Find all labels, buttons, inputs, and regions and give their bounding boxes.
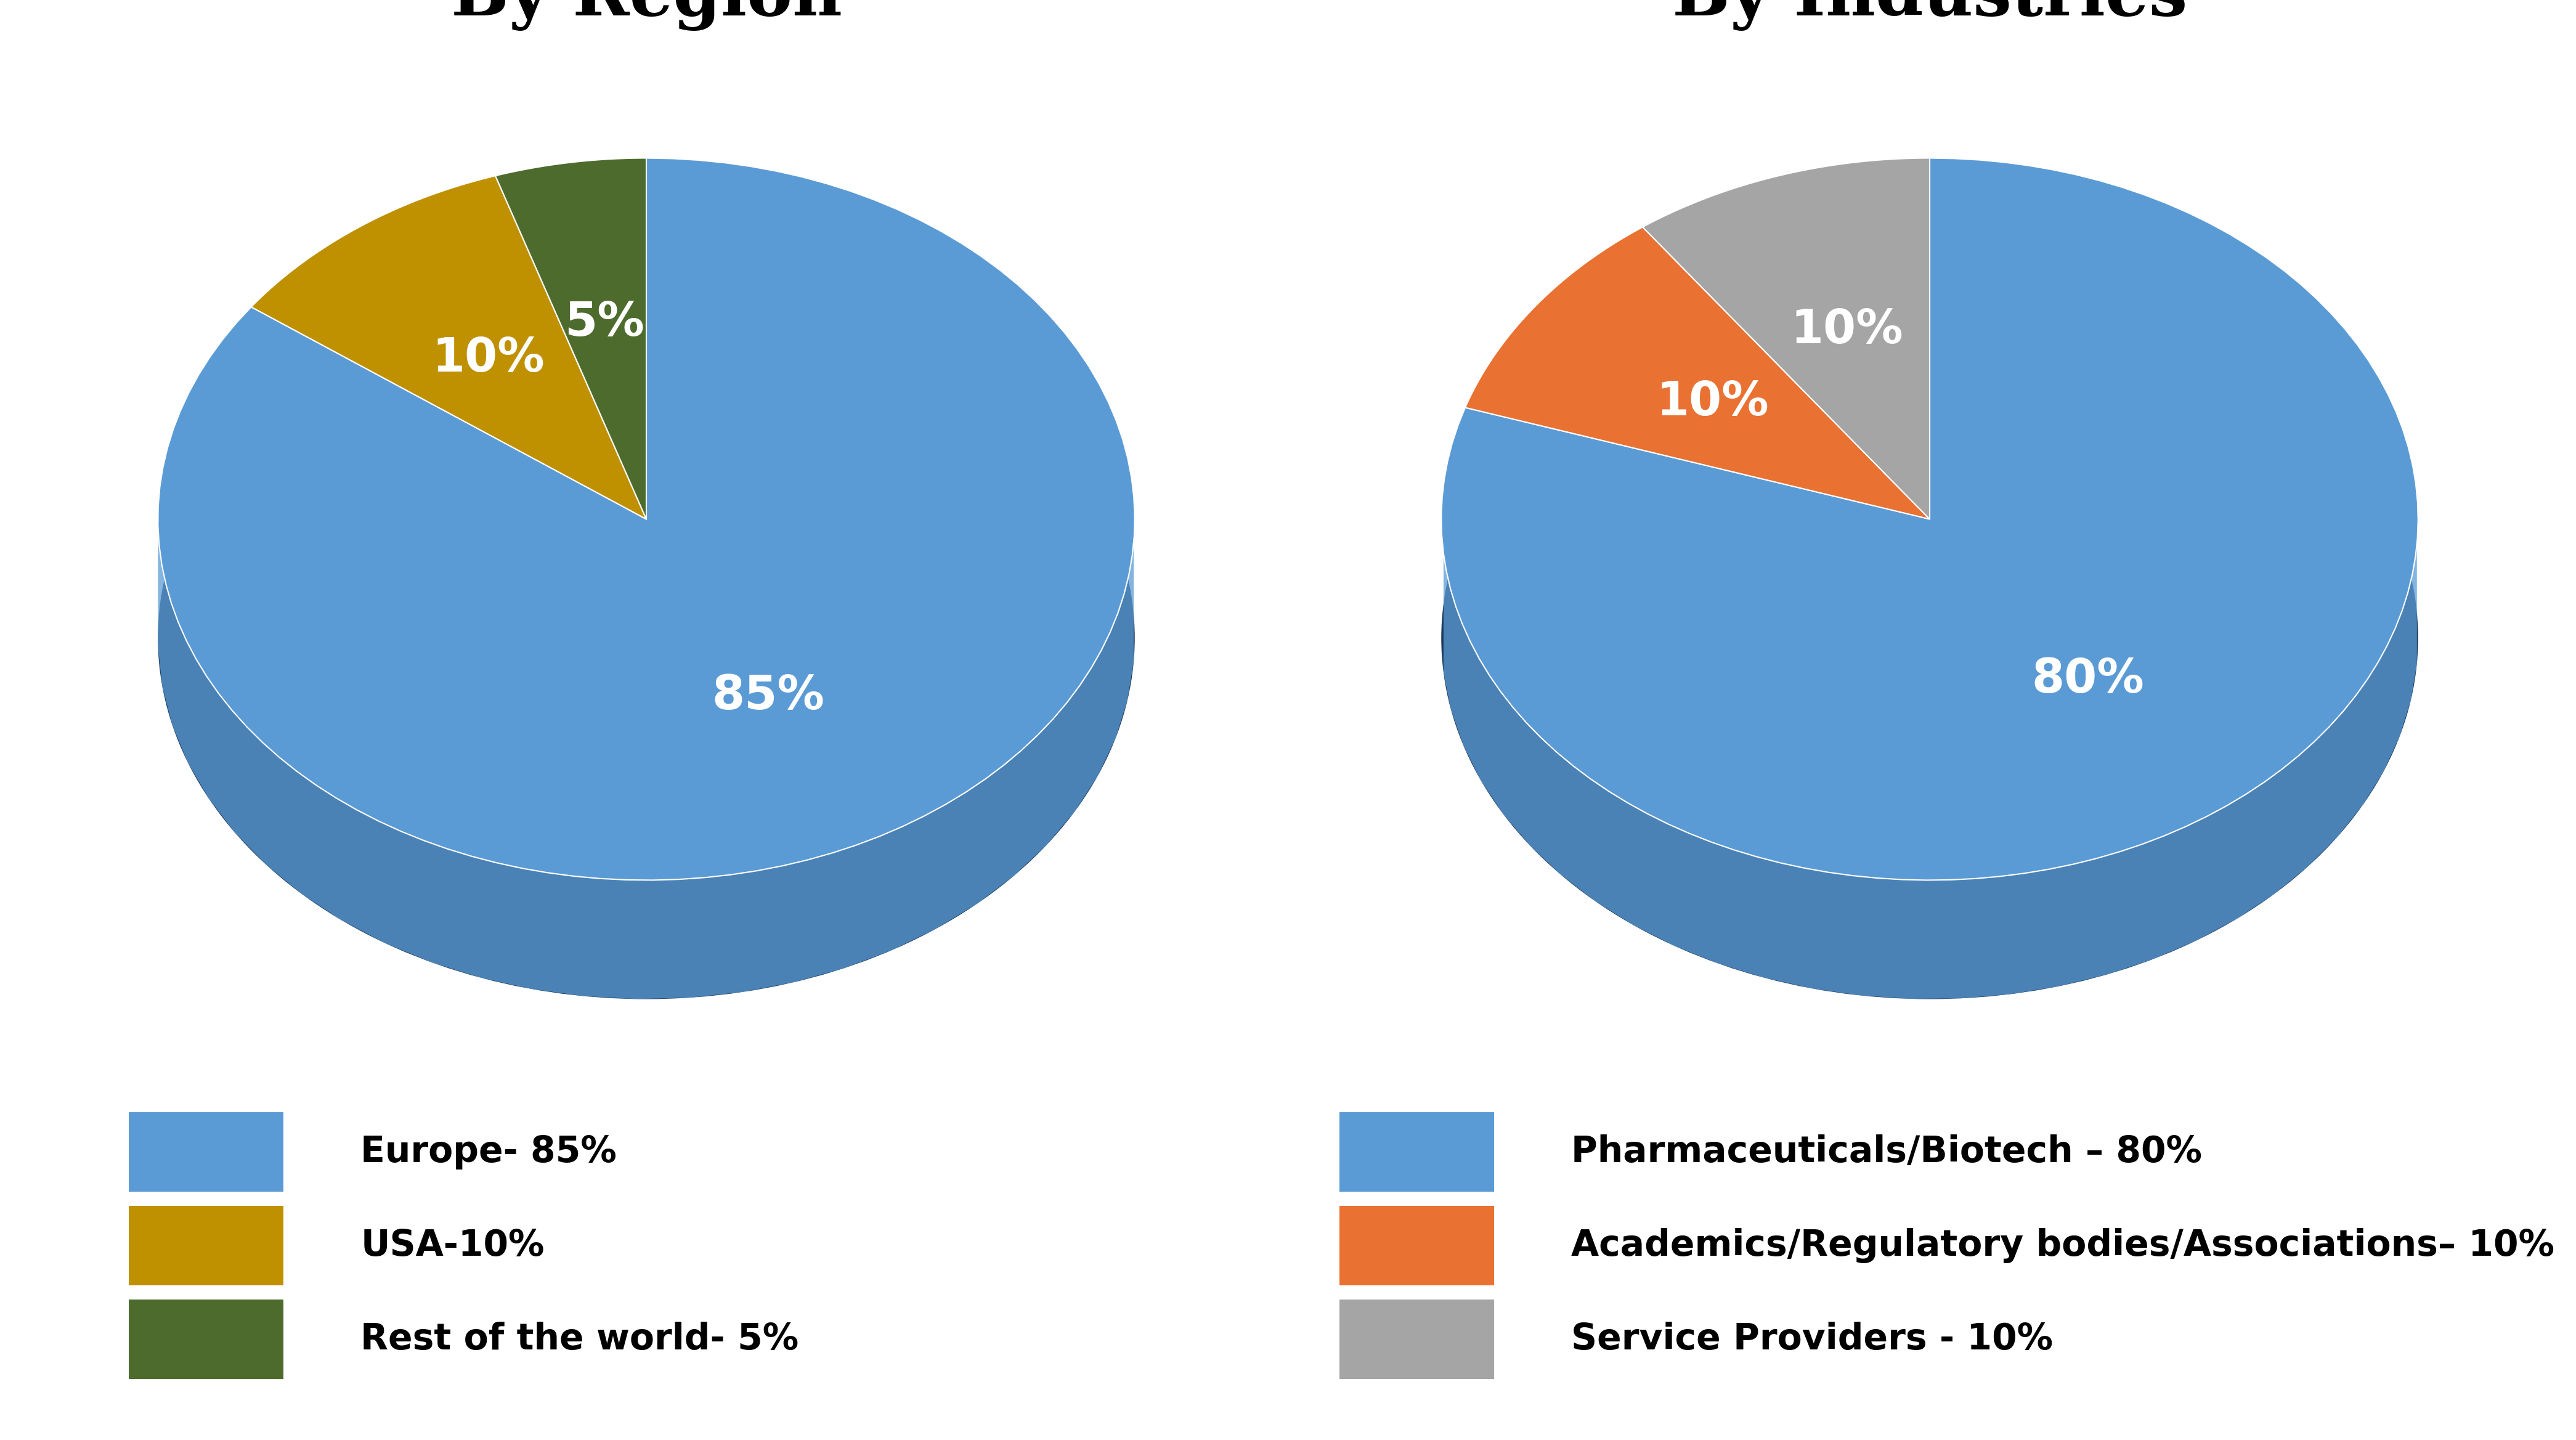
Text: Europe- 85%: Europe- 85% xyxy=(361,1135,616,1169)
Polygon shape xyxy=(252,176,647,520)
Text: 10%: 10% xyxy=(1656,380,1770,425)
Polygon shape xyxy=(157,158,1133,880)
Polygon shape xyxy=(1466,228,1929,520)
Polygon shape xyxy=(1443,544,2416,999)
Text: Service Providers - 10%: Service Providers - 10% xyxy=(1571,1322,2053,1356)
Text: 5%: 5% xyxy=(564,300,644,346)
Ellipse shape xyxy=(1440,276,2419,999)
Polygon shape xyxy=(1443,158,2419,880)
Text: Rest of the world- 5%: Rest of the world- 5% xyxy=(361,1322,799,1356)
Polygon shape xyxy=(495,158,647,520)
Text: Pharmaceuticals/Biotech – 80%: Pharmaceuticals/Biotech – 80% xyxy=(1571,1135,2202,1169)
Title: By Industries: By Industries xyxy=(1672,0,2187,30)
Text: Academics/Regulatory bodies/Associations– 10%: Academics/Regulatory bodies/Associations… xyxy=(1571,1228,2555,1263)
Polygon shape xyxy=(1643,158,1929,520)
Text: USA-10%: USA-10% xyxy=(361,1228,544,1263)
Text: 85%: 85% xyxy=(711,674,824,719)
Title: By Region: By Region xyxy=(451,0,842,30)
Text: 10%: 10% xyxy=(433,336,544,382)
Text: 10%: 10% xyxy=(1790,308,1904,353)
Polygon shape xyxy=(157,528,1133,999)
Ellipse shape xyxy=(157,276,1136,999)
Text: 80%: 80% xyxy=(2032,657,2143,703)
